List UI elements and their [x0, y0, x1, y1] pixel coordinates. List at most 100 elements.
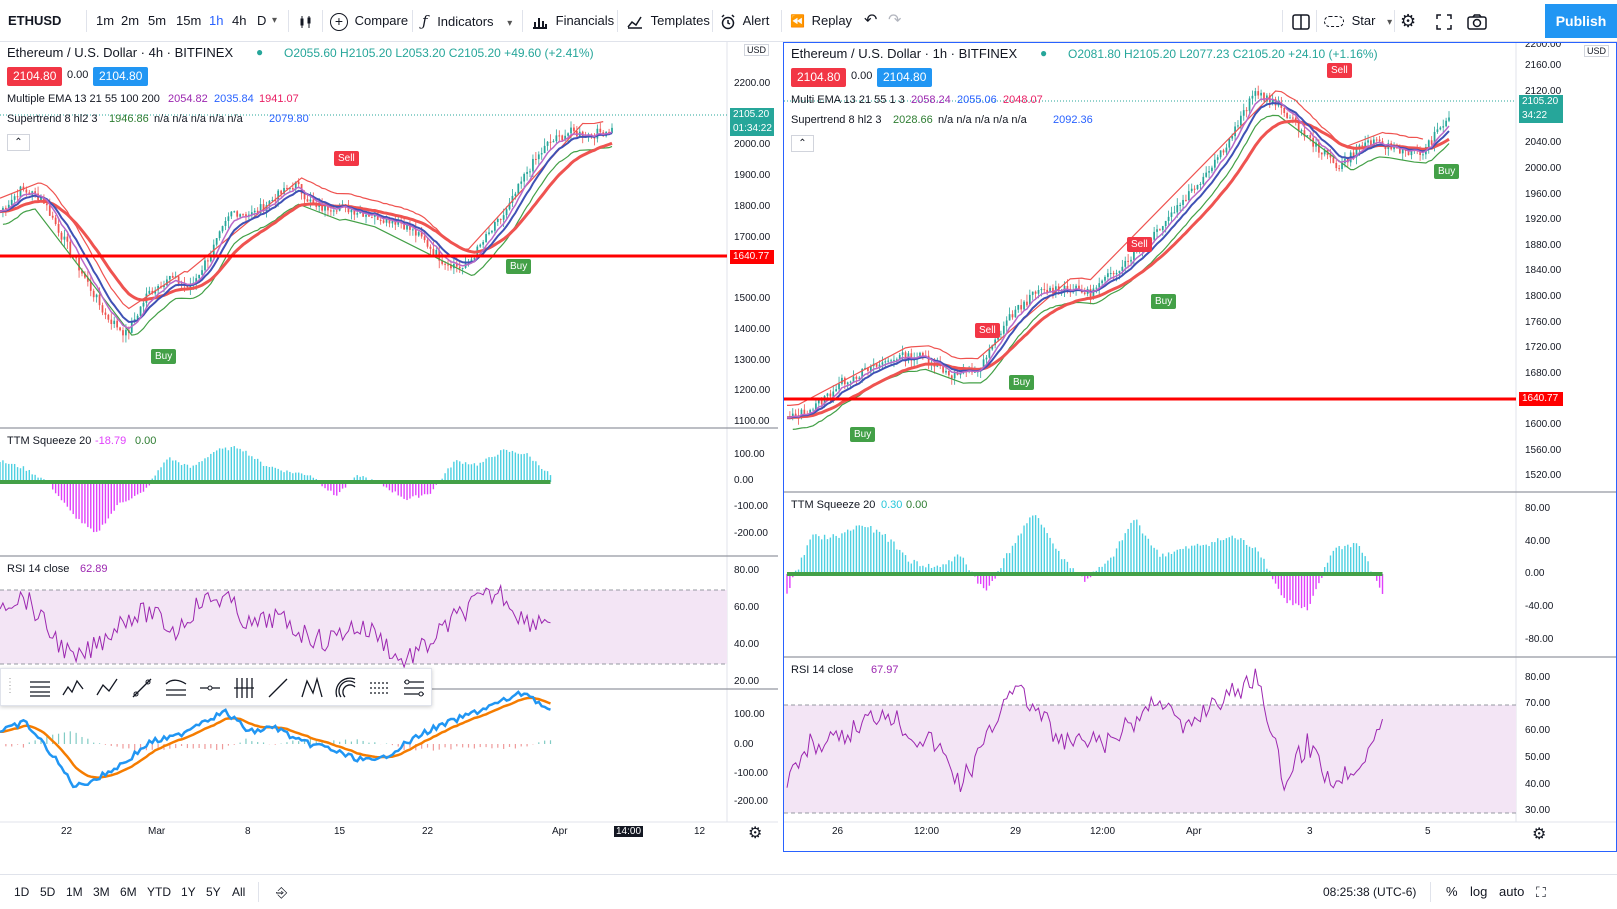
range-6M[interactable]: 6M [120, 875, 137, 909]
fullscreen-icon[interactable] [1436, 0, 1452, 42]
ttm-bar [5, 463, 6, 482]
ttm-bar [1127, 529, 1128, 574]
drag-handle-icon[interactable]: ⋮⋮ [5, 679, 13, 705]
indicators-button[interactable]: ƒ Indicators ▾ [422, 0, 512, 42]
symbol-search[interactable]: ETHUSD [8, 0, 61, 42]
interval-2m[interactable]: 2m [121, 0, 139, 42]
macd-hist-bar [23, 744, 24, 748]
collapse-legend-icon[interactable]: ⌃ [7, 134, 30, 151]
left-macd-tick: -200.00 [734, 796, 768, 807]
camera-icon[interactable] [1467, 0, 1487, 42]
right-chart-canvas[interactable] [784, 43, 1617, 852]
ttm-bar [853, 529, 854, 574]
candle-body [102, 305, 104, 312]
ttm-bar [450, 467, 451, 482]
percent-scale-toggle[interactable]: % [1446, 875, 1458, 909]
alert-button[interactable]: Alert [720, 0, 769, 42]
chevron-down-icon[interactable]: ▾ [272, 0, 277, 42]
left-axis-settings-gear-icon[interactable]: ⚙ [748, 823, 762, 843]
ray-icon[interactable] [265, 675, 291, 701]
right-chart-pane[interactable]: Ethereum / U.S. Dollar · 1h · BITFINEX ●… [783, 42, 1617, 852]
candle-body [853, 377, 855, 382]
publish-button[interactable]: Publish [1545, 4, 1617, 38]
left-supertrend-label[interactable]: Supertrend 8 hl2 3 [7, 113, 98, 125]
maximize-icon[interactable]: ⛶ [1536, 875, 1546, 909]
trend-line-icon[interactable] [129, 675, 155, 701]
fib-channel-icon[interactable] [163, 675, 189, 701]
ttm-bar [222, 449, 223, 482]
candle-body [1000, 334, 1002, 335]
left-chart-pane[interactable]: Ethereum / U.S. Dollar · 4h · BITFINEX ●… [0, 42, 778, 852]
log-scale-toggle[interactable]: log [1470, 875, 1487, 909]
range-3M[interactable]: 3M [93, 875, 110, 909]
horizontal-line-icon[interactable] [197, 675, 223, 701]
range-YTD[interactable]: YTD [147, 875, 171, 909]
range-5Y[interactable]: 5Y [206, 875, 221, 909]
interval-5m[interactable]: 5m [148, 0, 166, 42]
range-1D[interactable]: 1D [14, 875, 29, 909]
candle-body [25, 190, 27, 193]
fib-retracement-icon[interactable] [27, 675, 53, 701]
interval-D[interactable]: D [257, 0, 266, 42]
elliott-correction-icon[interactable] [95, 675, 121, 701]
redo-icon[interactable]: ↷ [888, 0, 901, 42]
templates-button[interactable]: Templates [627, 0, 710, 42]
ttm-bar [957, 554, 958, 574]
star-label: Star [1352, 13, 1376, 28]
left-sell-price[interactable]: 2104.80 [7, 67, 62, 86]
right-ema-label[interactable]: Multi EMA 13 21 55 1 3 [791, 94, 905, 106]
range-5D[interactable]: 5D [40, 875, 55, 909]
auto-scale-toggle[interactable]: auto [1499, 875, 1524, 909]
ttm-bar [485, 459, 486, 482]
interval-1m[interactable]: 1m [96, 0, 114, 42]
goto-date-icon[interactable]: ⎆ [276, 875, 287, 909]
star-button[interactable]: Star ▾ [1324, 0, 1392, 42]
collapse-legend-icon[interactable]: ⌃ [791, 135, 814, 152]
left-ema-value-1: 2054.82 [168, 93, 208, 105]
candle-body [1240, 116, 1242, 126]
replay-button[interactable]: ⏪ Replay [790, 0, 852, 42]
ttm-bar [827, 539, 828, 574]
ttm-bar [1044, 527, 1045, 574]
right-supertrend-label[interactable]: Supertrend 8 hl2 3 [791, 114, 882, 126]
ttm-bar [456, 460, 457, 482]
right-axis-settings-gear-icon[interactable]: ⚙ [1532, 824, 1546, 844]
left-ema-label[interactable]: Multiple EMA 13 21 55 100 200 [7, 93, 160, 105]
left-currency-label[interactable]: USD [744, 44, 769, 56]
left-chart-canvas[interactable] [0, 42, 778, 852]
right-sell-price[interactable]: 2104.80 [791, 68, 846, 87]
vertical-lines-icon[interactable] [231, 675, 257, 701]
left-buy-price[interactable]: 2104.80 [93, 67, 148, 86]
pattern-icon[interactable] [299, 675, 325, 701]
layout-icon[interactable] [1292, 0, 1310, 42]
right-ttm-label[interactable]: TTM Squeeze 20 [791, 499, 875, 511]
elliott-impulse-icon[interactable] [61, 675, 87, 701]
left-rsi-label[interactable]: RSI 14 close [7, 563, 69, 575]
settings-gear-icon[interactable]: ⚙ [1400, 0, 1416, 42]
right-ttm-tick: 0.00 [1525, 568, 1544, 579]
parallel-channel-icon[interactable] [401, 675, 427, 701]
right-currency-label[interactable]: USD [1584, 45, 1609, 57]
range-1M[interactable]: 1M [66, 875, 83, 909]
right-rsi-label[interactable]: RSI 14 close [791, 664, 853, 676]
undo-icon[interactable]: ↶ [864, 0, 877, 42]
ttm-bar [1284, 574, 1285, 598]
left-ema-value-3: 1941.07 [259, 93, 299, 105]
ttm-bar [122, 482, 123, 502]
right-buy-price[interactable]: 2104.80 [877, 68, 932, 87]
interval-15m[interactable]: 15m [176, 0, 201, 42]
interval-1h[interactable]: 1h [209, 0, 223, 42]
right-price-tick: 1960.00 [1525, 189, 1561, 200]
price-range-icon[interactable] [367, 675, 393, 701]
clock[interactable]: 08:25:38 (UTC-6) [1323, 875, 1416, 909]
financials-button[interactable]: Financials [532, 0, 614, 42]
gann-fan-icon[interactable] [333, 675, 359, 701]
right-time-tick: 3 [1307, 826, 1313, 837]
range-1Y[interactable]: 1Y [181, 875, 196, 909]
interval-4h[interactable]: 4h [232, 0, 246, 42]
macd-hist-bar [111, 744, 112, 746]
candles-icon[interactable] [298, 0, 314, 42]
compare-button[interactable]: + Compare [330, 0, 408, 42]
range-All[interactable]: All [232, 875, 245, 909]
left-ttm-label[interactable]: TTM Squeeze 20 [7, 435, 91, 447]
